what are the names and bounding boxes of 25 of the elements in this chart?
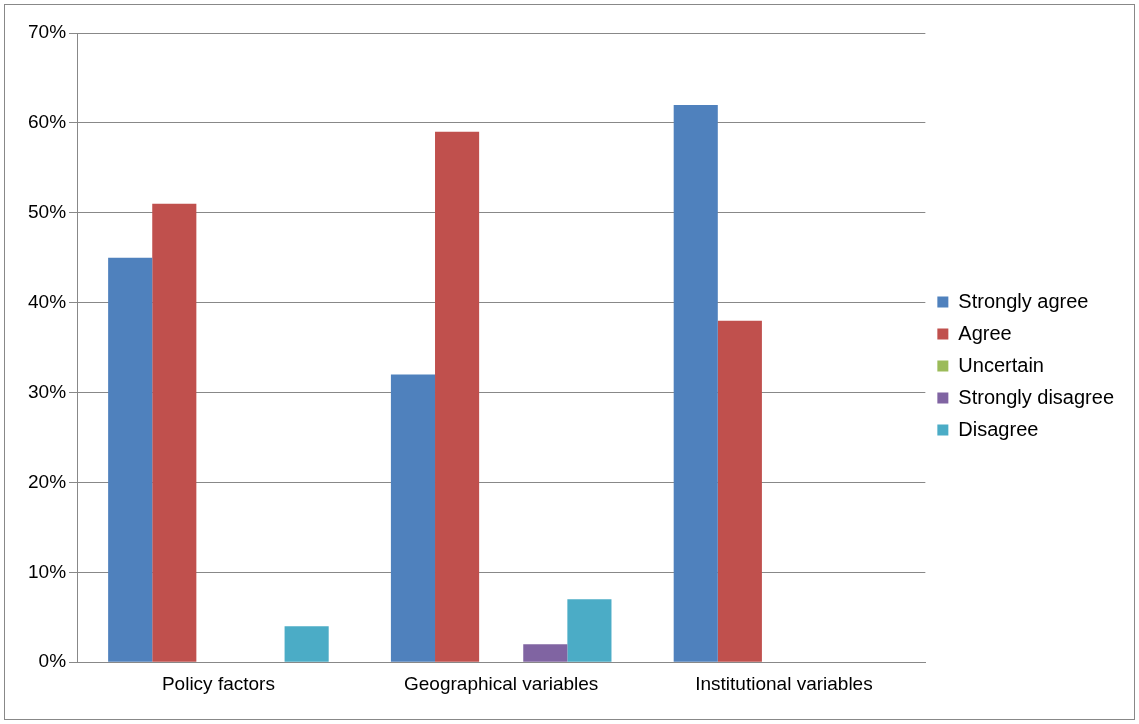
bar: [435, 131, 480, 662]
x-tick-label: Policy factors: [161, 672, 275, 694]
y-tick-label: 0%: [38, 650, 67, 672]
bar: [108, 257, 153, 662]
y-tick-label: 40%: [28, 290, 67, 312]
y-tick-label: 60%: [28, 111, 67, 133]
x-tick-label: Institutional variables: [695, 672, 873, 694]
bar: [717, 320, 762, 662]
bar: [523, 644, 568, 662]
bar: [390, 374, 436, 662]
bar: [673, 104, 718, 662]
bar: [567, 599, 612, 662]
bar: [284, 626, 329, 662]
x-tick-label: Geographical variables: [404, 672, 599, 694]
y-tick-label: 70%: [28, 21, 67, 43]
legend-label: Agree: [958, 321, 1012, 344]
legend-label: Strongly agree: [958, 289, 1089, 312]
y-tick-label: 20%: [28, 470, 67, 492]
y-tick-label: 50%: [28, 201, 67, 223]
legend-label: Uncertain: [958, 353, 1044, 376]
y-tick-label: 30%: [28, 380, 67, 402]
legend-label: Strongly disagree: [958, 385, 1115, 408]
bar: [152, 203, 197, 662]
y-tick-label: 10%: [28, 560, 67, 582]
legend-label: Disagree: [958, 417, 1039, 440]
